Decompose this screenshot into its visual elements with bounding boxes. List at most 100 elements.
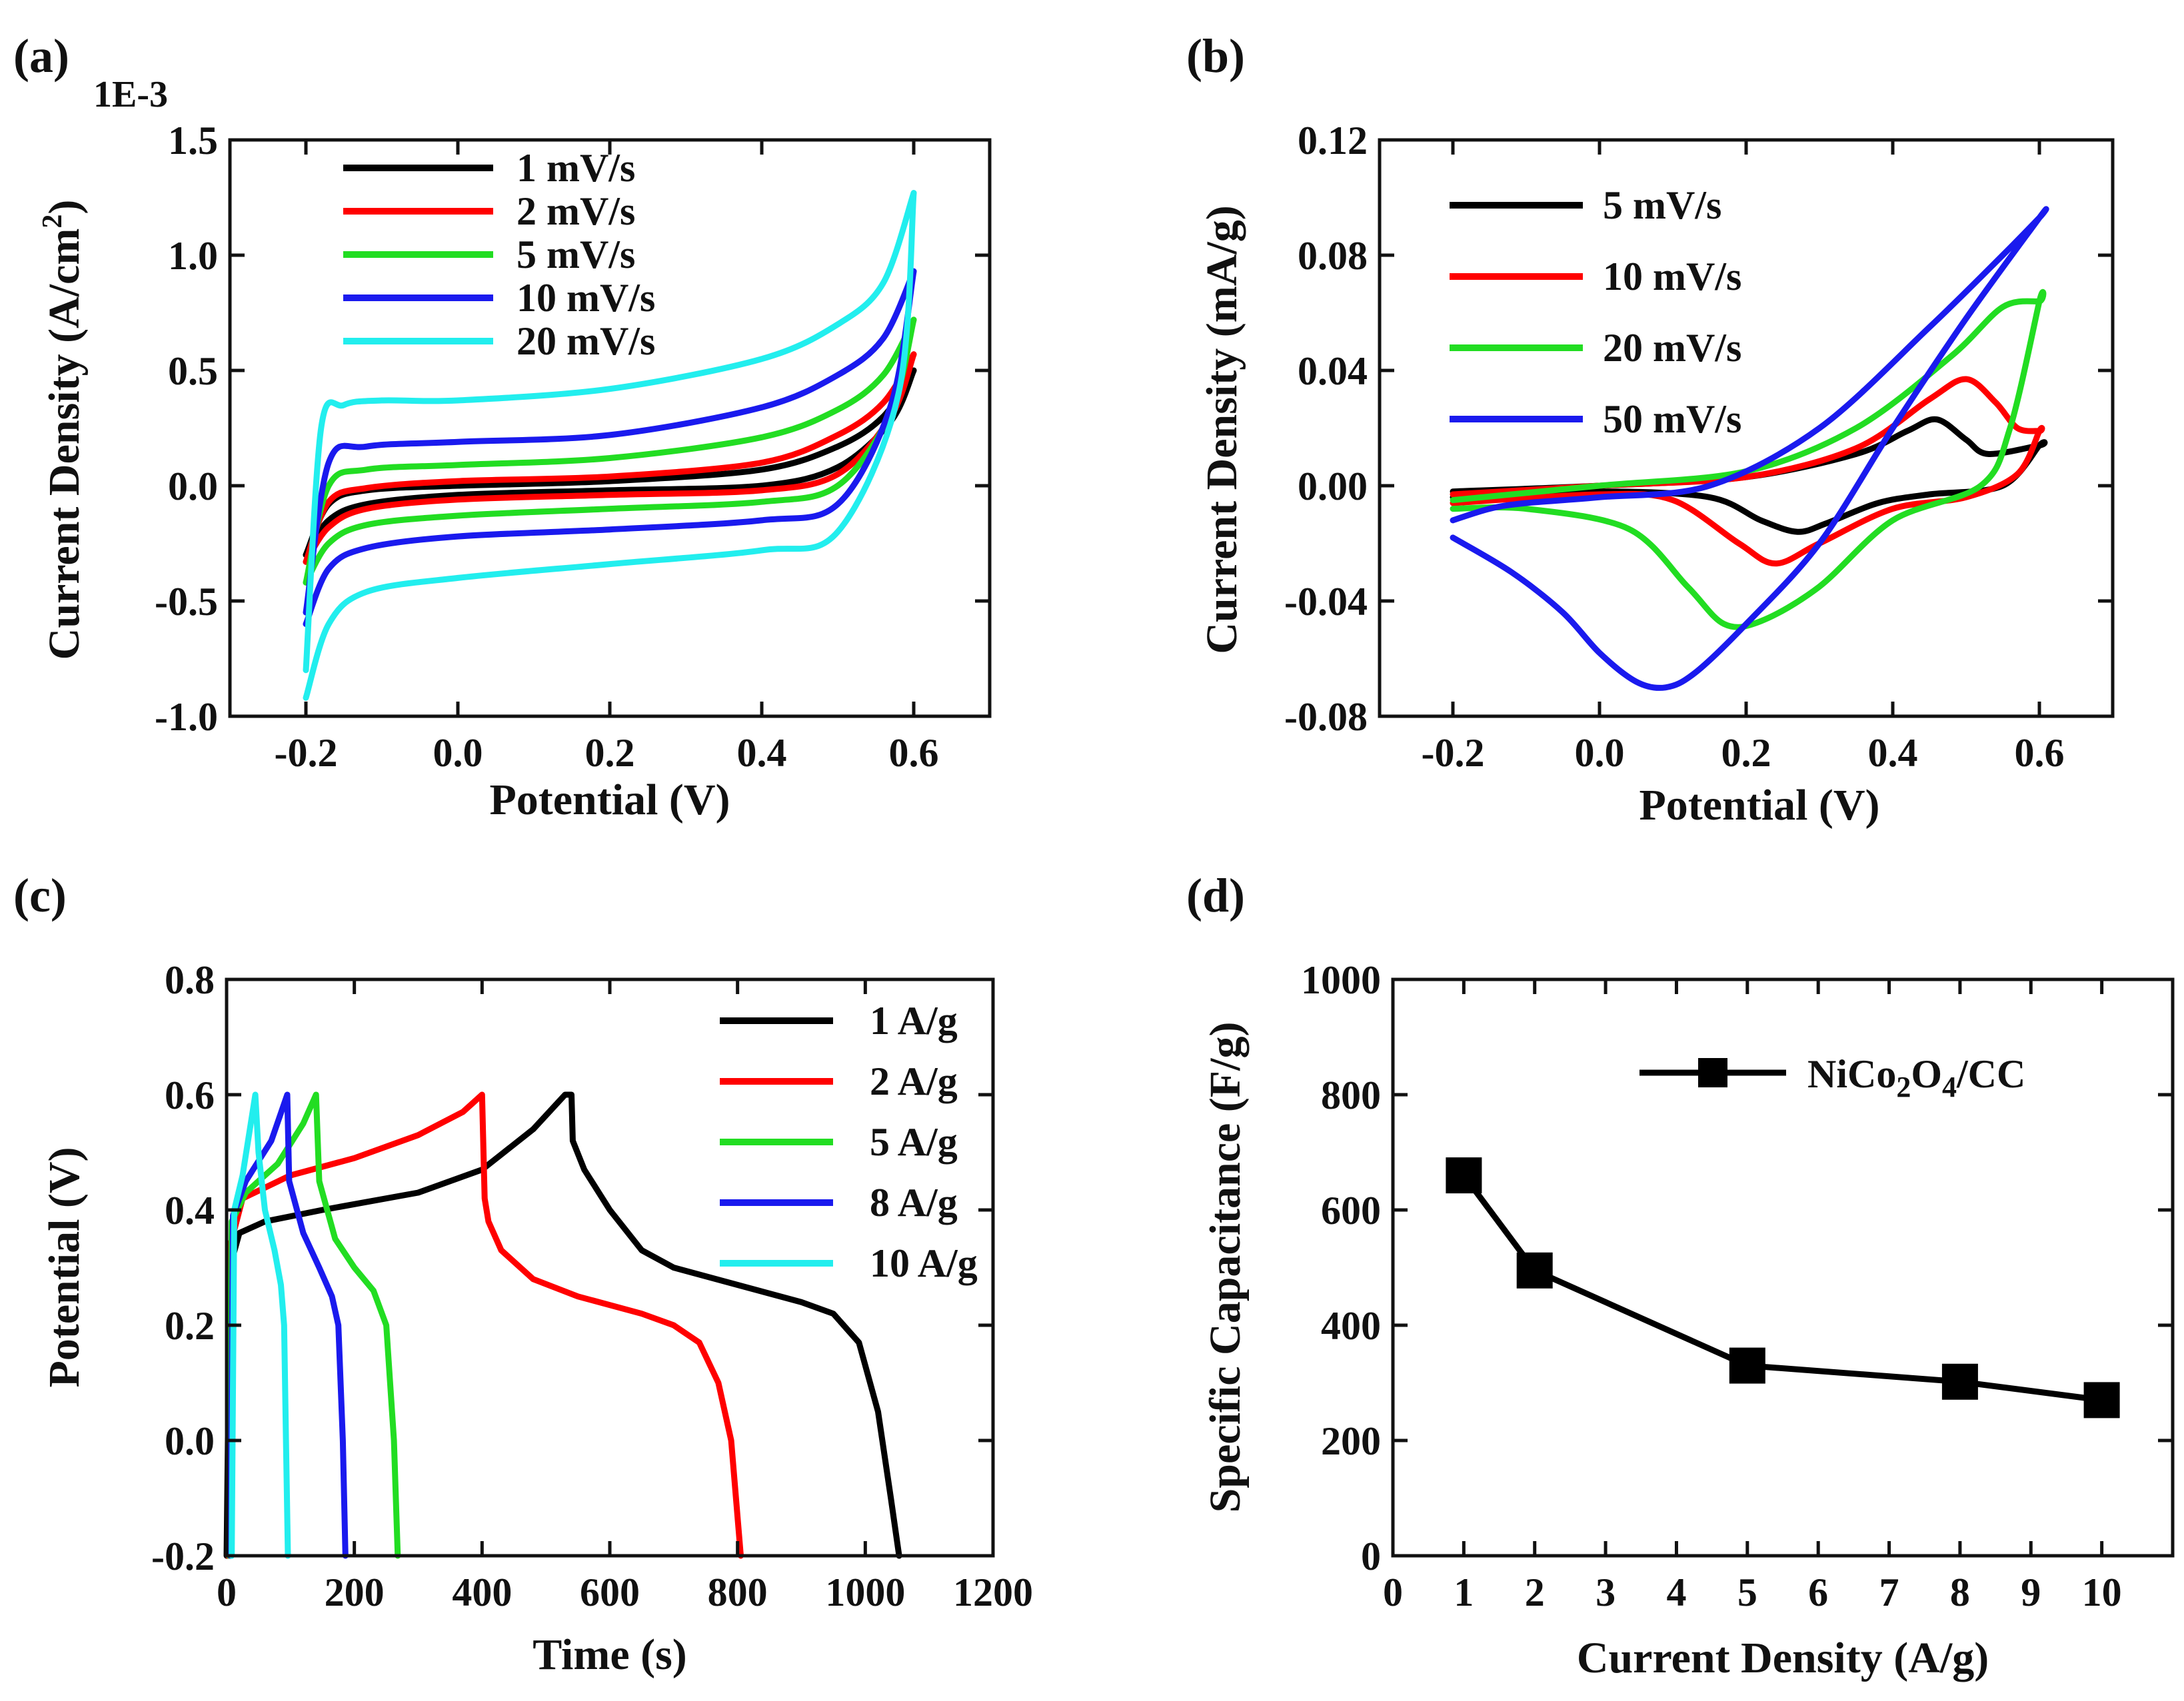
panel-c-x-tick-label: 0 [217, 1570, 237, 1614]
panel-a-series-4-cathodic [303, 190, 917, 701]
panel-c-x-tick-label: 1200 [953, 1570, 1033, 1614]
panel-c-y-tick-label: -0.2 [151, 1534, 215, 1578]
panel-a-curves [303, 190, 917, 701]
panel-a-series-2-anodic [303, 316, 917, 586]
panel-c-y-tick-label: 0.6 [165, 1073, 215, 1117]
panel-c-x-tick-label: 200 [325, 1570, 385, 1614]
panel-b-x-tick-label: 0.2 [1721, 731, 1771, 775]
panel-c-y-tick-label: 0.0 [165, 1419, 215, 1463]
panel-a-legend-label-1: 2 mV/s [517, 189, 635, 233]
panel-b-y-tick-label: 0.00 [1298, 464, 1368, 508]
panel-a-x-tick-label: 0.2 [585, 731, 635, 775]
panel-b-plot-frame [1378, 138, 2115, 718]
panel-b-x-tick-label: -0.2 [1422, 731, 1485, 775]
panel-c-curves [223, 1091, 902, 1559]
panel-a-y-tick-label: 0.0 [168, 464, 218, 508]
panel-a-y-tick-label: 1.0 [168, 234, 218, 278]
panel-b-x-axis-title: Potential (V) [1639, 781, 1879, 830]
panel-b-ticks: -0.2 0.0 0.2 0.4 0.6 -0.08 -0.04 0.00 0.04 0.08 0.… [1284, 119, 2113, 775]
panel-a-x-tick-label: -0.2 [275, 731, 338, 775]
panel-a-series-1-anodic [303, 351, 917, 565]
panel-d-x-tick-label: 0 [1383, 1570, 1403, 1614]
panel-b-x-tick-label: 0.6 [2015, 731, 2065, 775]
panel-a-legend-label-2: 5 mV/s [517, 233, 635, 277]
panel-d-legend-marker [1698, 1058, 1727, 1087]
panel-d-y-tick-label: 0 [1361, 1534, 1381, 1578]
panel-d-x-tick-label: 4 [1666, 1570, 1686, 1614]
panel-a: (a) 1E-3 -0.2 0.0 0.2 0.4 0.6 -1.0 -0.5 0.0 0.5 1… [13, 29, 992, 824]
panel-d-point-4 [2083, 1382, 2120, 1418]
panel-a-y-multiplier: 1E-3 [93, 74, 168, 115]
panel-c-x-axis-title: Time (s) [533, 1630, 687, 1679]
panel-d-y-tick-label: 200 [1321, 1419, 1381, 1463]
panel-b-y-tick-label: 0.12 [1298, 119, 1368, 163]
panel-d-y-axis-title: Specific Capacitance (F/g) [1201, 1022, 1250, 1513]
panel-d-x-axis-title: Current Density (A/g) [1577, 1634, 1989, 1682]
panel-d-y-tick-label: 800 [1321, 1073, 1381, 1117]
panel-b-legend-label-0: 5 mV/s [1603, 183, 1721, 227]
panel-b-y-axis-title: Current Density (mA/g) [1198, 205, 1246, 654]
panel-a-y-tick-label: 0.5 [168, 349, 218, 393]
panel-d-x-tick-label: 6 [1808, 1570, 1828, 1614]
panel-d-y-tick-label: 400 [1321, 1304, 1381, 1348]
panel-c-legend-label-3: 8 A/g [870, 1181, 958, 1225]
panel-d-x-tick-label: 10 [2082, 1570, 2122, 1614]
panel-c-series-0 [223, 1091, 902, 1559]
panel-d-x-tick-label: 9 [2021, 1570, 2041, 1614]
panel-d-curves [1446, 1157, 2120, 1418]
panel-d-point-0 [1446, 1157, 1482, 1194]
panel-c-y-axis-title: Potential (V) [40, 1147, 89, 1387]
panel-a-series-3-anodic [303, 268, 917, 616]
panel-c-y-tick-label: 0.4 [165, 1189, 215, 1233]
panel-d-legend-label: NiCo2O4/CC [1807, 1052, 2025, 1103]
panel-a-y-tick-label: -1.0 [155, 695, 218, 739]
panel-a-y-tick-label: -0.5 [155, 580, 218, 624]
panel-a-label: (a) [13, 29, 69, 83]
panel-a-legend-label-0: 1 mV/s [517, 146, 635, 190]
panel-d-point-2 [1729, 1347, 1765, 1384]
panel-a-x-tick-label: 0.0 [433, 731, 483, 775]
panel-c-legend: 1 A/g 2 A/g 5 A/g 8 A/g 10 A/g [720, 999, 978, 1285]
panel-d-x-tick-label: 1 [1454, 1570, 1474, 1614]
panel-b-x-tick-label: 0.0 [1575, 731, 1625, 775]
panel-c-legend-label-1: 2 A/g [870, 1059, 958, 1103]
panel-a-legend: 1 mV/s2 mV/s5 mV/s10 mV/s20 mV/s [343, 146, 655, 363]
panel-c-ticks: 0 200 400 600 800 1000 1200 -0.2 0.0 0.2 0.4 0.6 0.8 [151, 958, 1033, 1614]
panel-b-y-tick-label: 0.08 [1298, 234, 1368, 278]
panel-c-y-tick-label: 0.2 [165, 1304, 215, 1348]
panel-c-x-tick-label: 800 [708, 1570, 768, 1614]
panel-a-series-3-cathodic [303, 268, 917, 628]
panel-c-label: (c) [13, 869, 67, 922]
panel-b-y-tick-label: -0.04 [1284, 580, 1368, 624]
panel-a-x-axis-title: Potential (V) [489, 776, 730, 824]
panel-a-x-tick-label: 0.4 [737, 731, 787, 775]
panel-d: (d) 0 1 2 3 4 5 6 7 8 9 10 0 200 400 600 800 1000 NiCo2O… [1186, 869, 2175, 1682]
panel-d-legend: NiCo2O4/CC [1639, 1052, 2025, 1103]
panel-c-legend-label-2: 5 A/g [870, 1120, 958, 1164]
panel-b-y-tick-label: -0.08 [1284, 695, 1368, 739]
panel-b-legend: 5 mV/s 10 mV/s 20 mV/s 50 mV/s [1450, 183, 1741, 441]
panel-b-label: (b) [1186, 29, 1245, 83]
panel-c-plot-frame [225, 977, 995, 1558]
panel-d-x-tick-label: 5 [1737, 1570, 1757, 1614]
panel-d-x-tick-label: 2 [1525, 1570, 1545, 1614]
panel-a-legend-label-3: 10 mV/s [517, 276, 655, 320]
panel-c-series-3 [227, 1091, 349, 1559]
panel-d-ticks: 0 1 2 3 4 5 6 7 8 9 10 0 200 400 600 800 1000 [1301, 958, 2173, 1614]
panel-a-legend-label-4: 20 mV/s [517, 319, 655, 363]
panel-d-y-tick-label: 600 [1321, 1189, 1381, 1233]
panel-c-x-tick-label: 1000 [825, 1570, 905, 1614]
panel-d-x-tick-label: 3 [1596, 1570, 1616, 1614]
panel-d-x-tick-label: 8 [1950, 1570, 1970, 1614]
panel-c-legend-label-4: 10 A/g [870, 1241, 978, 1285]
panel-c-y-tick-label: 0.8 [165, 958, 215, 1002]
panel-a-series-4-anodic [303, 190, 917, 674]
panel-b-series-1 [1450, 376, 2045, 567]
panel-d-point-1 [1516, 1252, 1553, 1289]
panel-b-series-2 [1450, 288, 2047, 630]
panel-d-x-tick-label: 7 [1879, 1570, 1899, 1614]
panel-b-legend-label-1: 10 mV/s [1603, 255, 1741, 298]
panel-b-legend-label-3: 50 mV/s [1603, 397, 1741, 441]
